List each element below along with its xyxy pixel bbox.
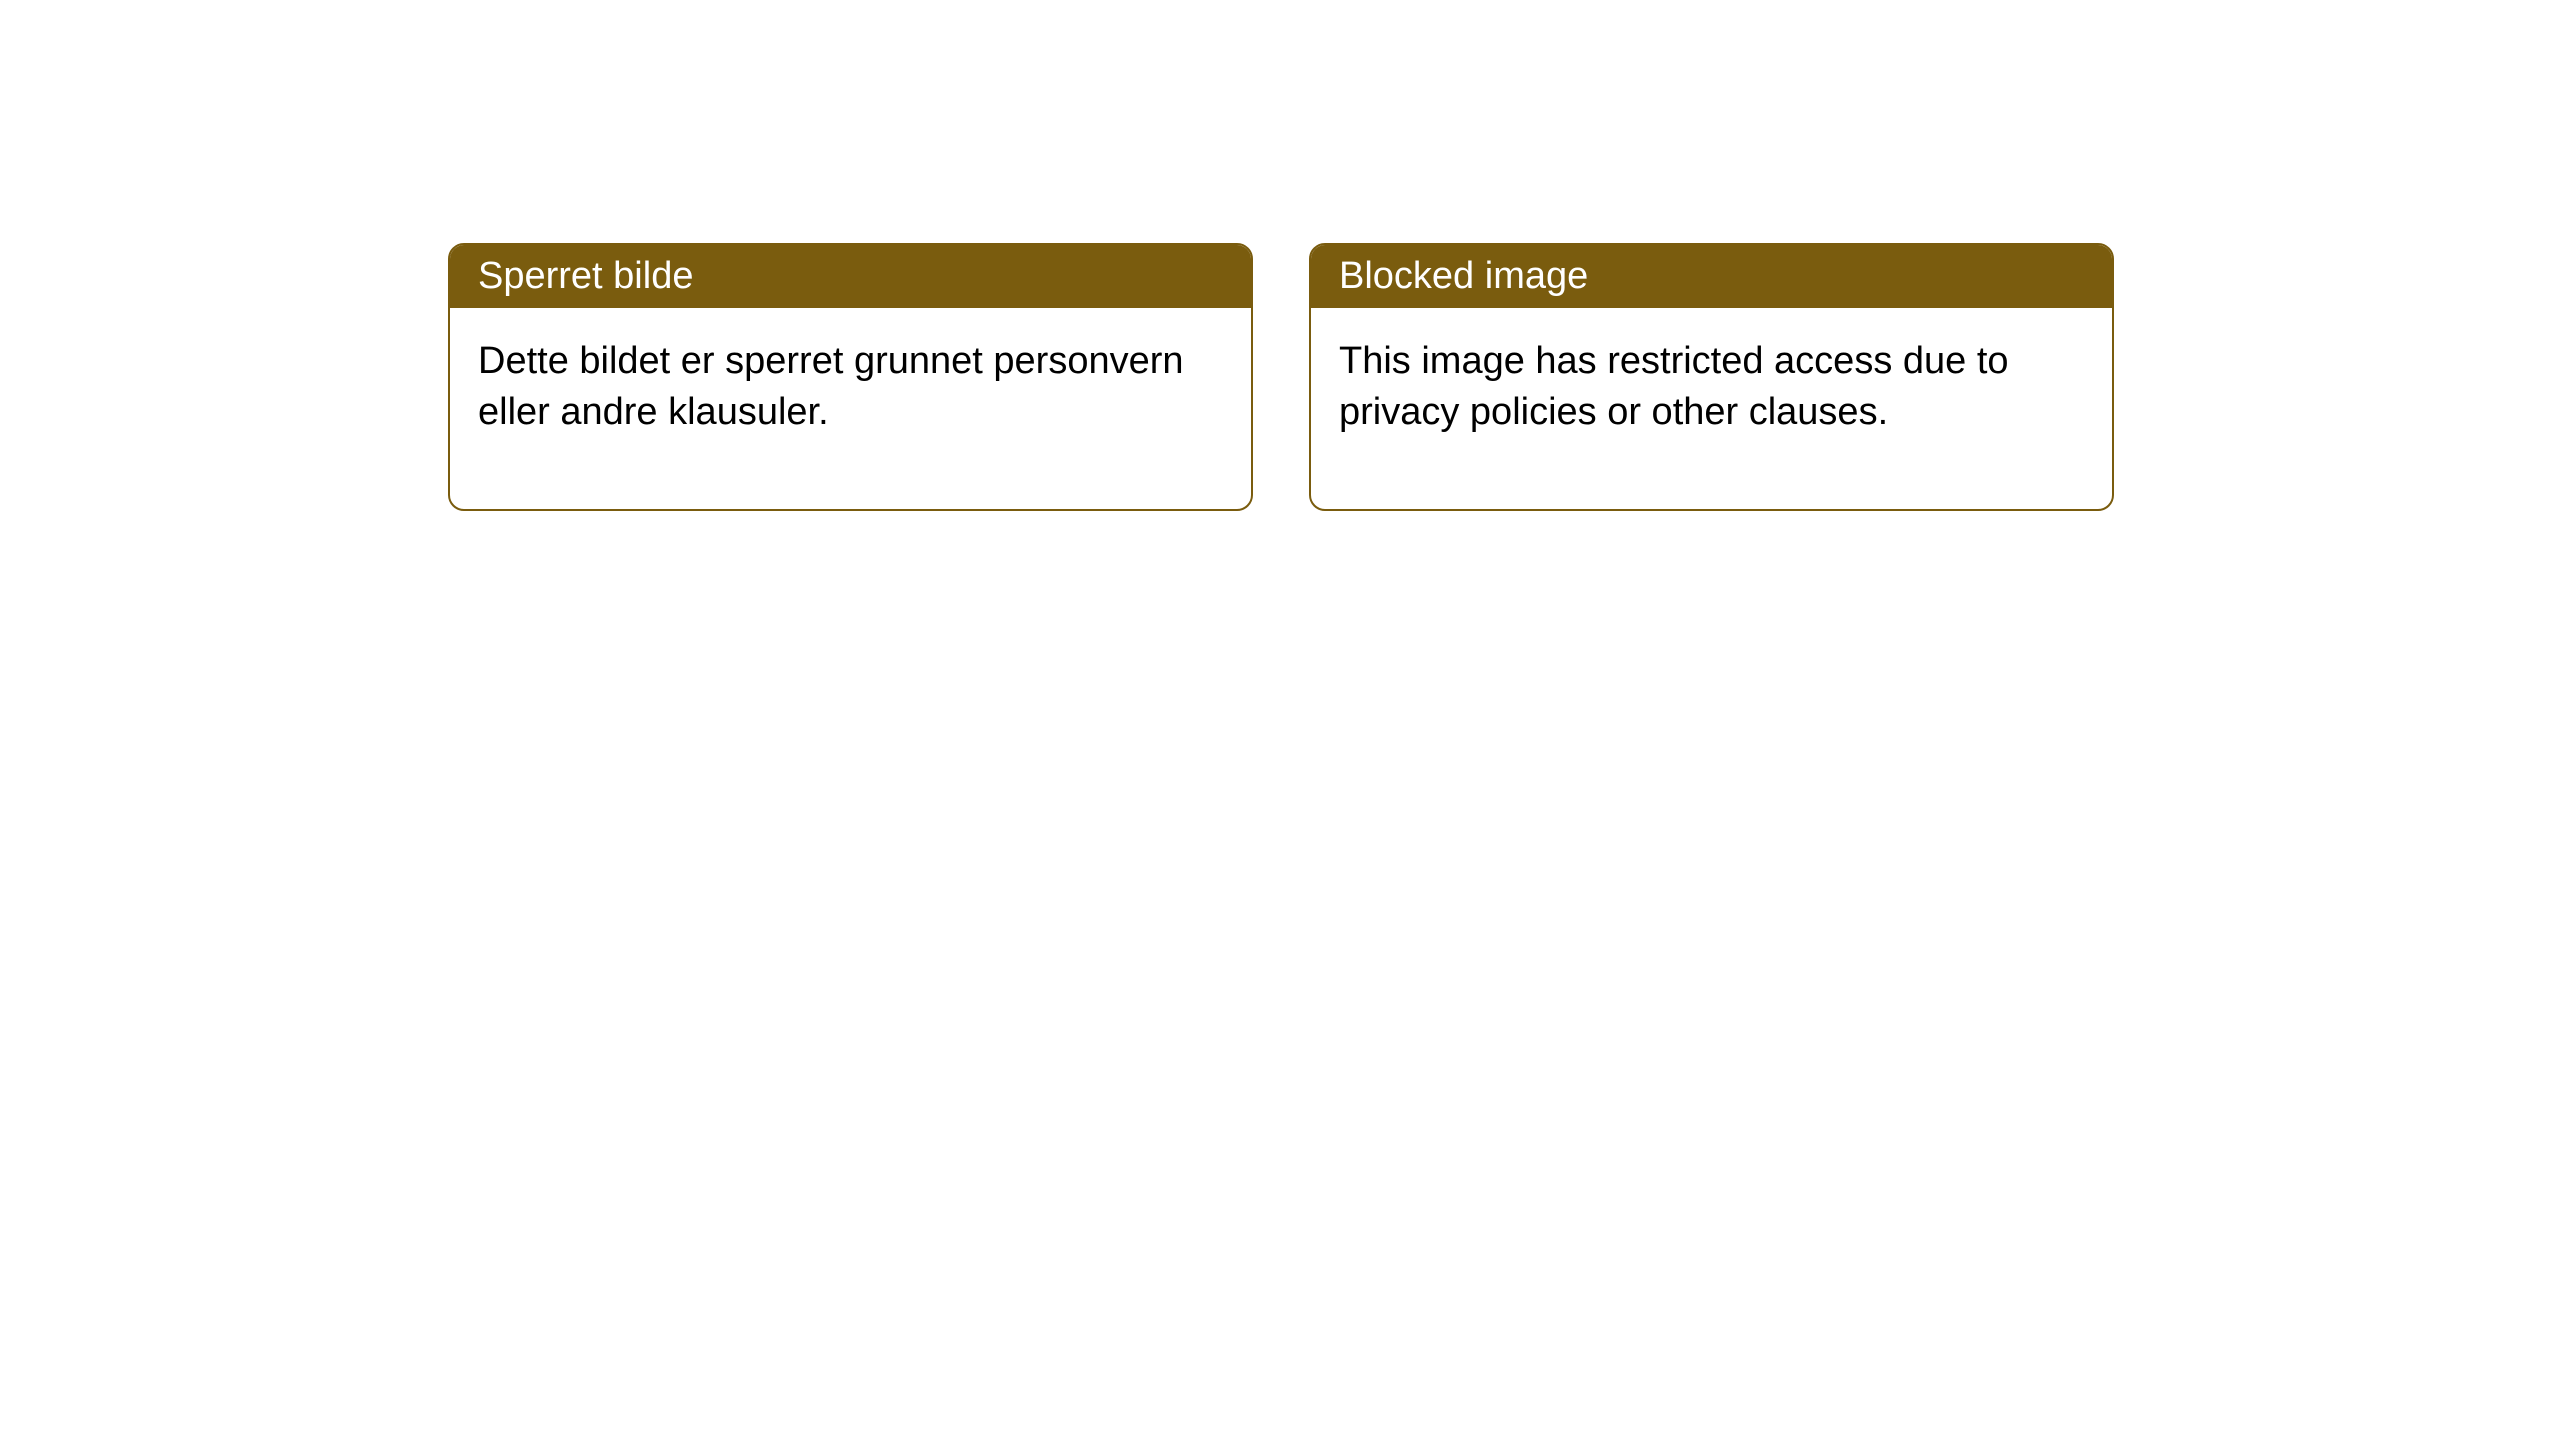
- card-header-no: Sperret bilde: [450, 245, 1251, 308]
- card-title-no: Sperret bilde: [478, 255, 693, 297]
- card-body-no: Dette bildet er sperret grunnet personve…: [450, 308, 1251, 509]
- card-title-en: Blocked image: [1339, 255, 1588, 297]
- card-body-en: This image has restricted access due to …: [1311, 308, 2112, 509]
- card-header-en: Blocked image: [1311, 245, 2112, 308]
- blocked-image-card-en: Blocked image This image has restricted …: [1309, 243, 2114, 511]
- blocked-image-card-no: Sperret bilde Dette bildet er sperret gr…: [448, 243, 1253, 511]
- card-body-text-no: Dette bildet er sperret grunnet personve…: [478, 340, 1184, 433]
- cards-container: Sperret bilde Dette bildet er sperret gr…: [448, 243, 2114, 511]
- card-body-text-en: This image has restricted access due to …: [1339, 340, 2009, 433]
